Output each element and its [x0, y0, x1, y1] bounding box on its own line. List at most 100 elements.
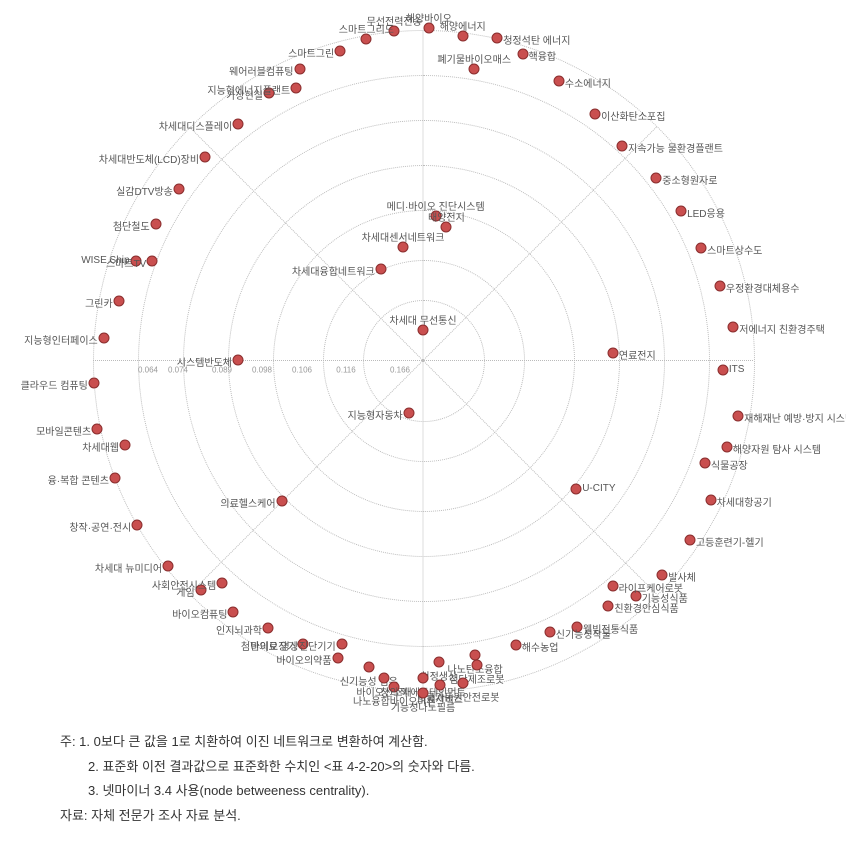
node-label: 연료전지 — [619, 347, 656, 362]
node-dot — [553, 76, 564, 87]
tick-label: 0.116 — [336, 366, 355, 375]
node-dot — [617, 141, 628, 152]
node-label: 라이프케어로봇 — [619, 580, 683, 595]
node-label: 차세대웹 — [82, 439, 119, 454]
node-label: 기능성나노필름 — [391, 699, 455, 714]
node-dot — [607, 580, 618, 591]
concentric-ring — [323, 260, 525, 462]
node-dot — [88, 378, 99, 389]
node-dot — [228, 606, 239, 617]
node-dot — [510, 640, 521, 651]
node-label: 바이오의약품 — [276, 652, 331, 667]
node-label: 해양자원 탐사 시스템 — [733, 441, 821, 456]
node-dot — [571, 483, 582, 494]
node-label: 핵융합 — [529, 48, 557, 63]
node-dot — [163, 561, 174, 572]
radial-axis — [189, 127, 423, 361]
node-label: 고등훈련기-헬기 — [696, 534, 764, 549]
node-dot — [492, 33, 503, 44]
node-label: 사회안전시스템 — [152, 577, 216, 592]
node-dot — [109, 473, 120, 484]
node-dot — [433, 656, 444, 667]
node-dot — [418, 673, 429, 684]
radial-axis — [423, 361, 424, 691]
radial-axis — [423, 31, 424, 361]
radial-axis — [423, 360, 753, 361]
node-dot — [714, 280, 725, 291]
node-dot — [699, 457, 710, 468]
node-dot — [544, 626, 555, 637]
node-label: U-CITY — [582, 483, 615, 494]
radial-axis — [423, 127, 657, 361]
node-dot — [603, 600, 614, 611]
tick-label: 0.064 — [138, 366, 158, 375]
node-dot — [98, 332, 109, 343]
node-label: 차세대 뉴미디어 — [95, 560, 162, 575]
node-label: 차세대항공기 — [717, 494, 772, 509]
footnotes: 주: 1. 0보다 큰 값을 1로 치환하여 이진 네트워크로 변환하여 계산함… — [0, 720, 846, 849]
node-label: 인지뇌과학 — [216, 622, 262, 637]
node-label: ITS — [729, 364, 745, 375]
node-label: 해수농업 — [522, 639, 559, 654]
concentric-ring — [228, 165, 620, 557]
node-dot — [263, 623, 274, 634]
node-label: 시스템반도체 — [177, 354, 232, 369]
node-label: 태양전지 — [428, 209, 465, 224]
node-label: 청정석탄 에너지 — [503, 32, 570, 47]
node-dot — [676, 206, 687, 217]
node-label: 폐기물바이오매스 — [437, 51, 511, 66]
node-label: 이산화탄소포집 — [601, 108, 665, 123]
node-dot — [132, 520, 143, 531]
node-dot — [113, 295, 124, 306]
node-dot — [200, 151, 211, 162]
node-dot — [336, 638, 347, 649]
node-dot — [517, 48, 528, 59]
node-dot — [120, 440, 131, 451]
node-label: LED응용 — [687, 205, 725, 220]
node-dot — [276, 496, 287, 507]
node-dot — [217, 577, 228, 588]
node-dot — [607, 348, 618, 359]
node-label: 지능형인터페이스 — [24, 332, 98, 347]
node-dot — [379, 672, 390, 683]
node-dot — [375, 264, 386, 275]
node-dot — [733, 410, 744, 421]
node-label: 지속가능 물환경플랜트 — [628, 140, 723, 155]
node-label: 스마트그린 — [288, 45, 334, 60]
concentric-ring — [273, 210, 575, 512]
node-dot — [717, 365, 728, 376]
node-label: 식물공장 — [711, 457, 748, 472]
node-label: 실감DTV방송 — [116, 183, 173, 198]
node-dot — [403, 408, 414, 419]
radial-axis — [93, 360, 423, 361]
node-label: 바이오컴퓨팅 — [172, 606, 227, 621]
node-dot — [728, 322, 739, 333]
node-label: 클라우드 컴퓨팅 — [21, 377, 88, 392]
radial-axis — [189, 360, 423, 594]
radial-chart: 0.0640.0740.0890.0980.1060.1160.166차세대 무… — [0, 0, 846, 720]
node-label: 그린카 — [85, 295, 113, 310]
note-2: 2. 표준화 이전 결과값으로 표준화한 수치인 <표 4-2-20>의 숫자와… — [60, 755, 806, 780]
node-dot — [418, 688, 429, 699]
node-dot — [332, 652, 343, 663]
node-label: 스마트상수도 — [707, 242, 762, 257]
node-dot — [173, 184, 184, 195]
node-label: 첨단의료 영상진단기기 — [241, 638, 336, 653]
node-label: 융·복합 콘텐츠 — [48, 472, 109, 487]
node-label: 재해재난 예방·방지 시스템 — [744, 410, 846, 425]
node-dot — [684, 535, 695, 546]
node-dot — [92, 424, 103, 435]
node-dot — [147, 256, 158, 267]
note-3: 3. 넷마이너 3.4 사용(node betweeness centralit… — [60, 779, 806, 804]
node-dot — [705, 495, 716, 506]
tick-label: 0.106 — [292, 366, 312, 375]
node-dot — [233, 355, 244, 366]
node-dot — [471, 660, 482, 671]
node-dot — [696, 242, 707, 253]
node-dot — [335, 45, 346, 56]
node-label: 차세대융합네트워크 — [292, 263, 375, 278]
node-label: 모바일콘텐츠 — [36, 423, 91, 438]
tick-label: 0.166 — [390, 366, 410, 375]
node-label: 첨단철도 — [113, 218, 150, 233]
node-label: 지능형에너지플랜트 — [207, 82, 290, 97]
